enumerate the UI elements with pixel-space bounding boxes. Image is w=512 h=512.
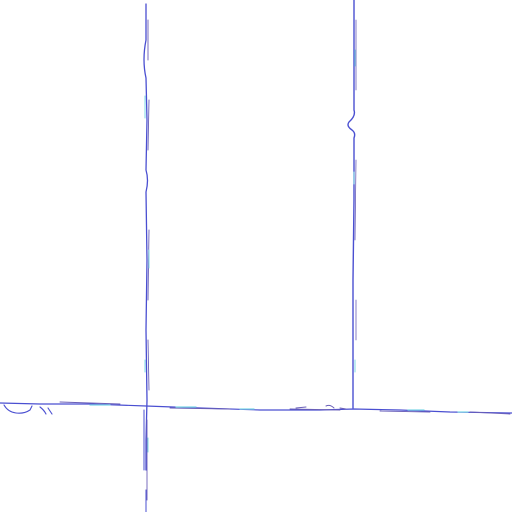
horizontal-line-highlight [89, 404, 469, 413]
right-vertical-line-highlight [353, 49, 356, 373]
right-vertical-line [347, 0, 357, 409]
horizontal-line-main [0, 402, 512, 414]
right-vertical-line-main [347, 0, 356, 409]
left-vertical-line-main [143, 3, 149, 471]
horizontal-line-shadow [59, 401, 511, 415]
left-vertical-line [143, 3, 150, 512]
left-vertical-line-highlight [144, 95, 150, 453]
horizontal-line-squiggle-left [3, 404, 53, 415]
lower-fragments [143, 409, 147, 512]
horizontal-line [0, 401, 512, 415]
lower-fragment-left [143, 409, 147, 512]
right-vertical-line-shadow [354, 19, 357, 341]
horizontal-line-ticks [295, 404, 347, 410]
